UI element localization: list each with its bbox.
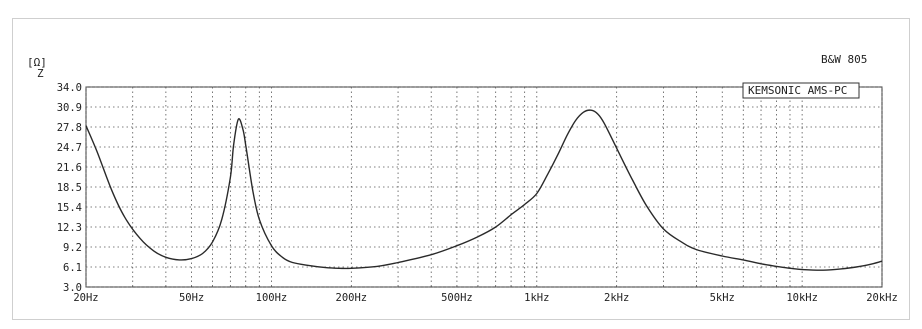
- x-tick-label: 20Hz: [73, 292, 98, 304]
- y-tick-label: 12.3: [57, 222, 82, 234]
- chart-title: B&W 805: [821, 53, 867, 66]
- impedance-curve: [85, 109, 883, 271]
- impedance-chart: 34.0 30.9 27.8 24.7 21.6 18.5 15.4 12.3 9.2 6.1 3.…: [27, 53, 898, 304]
- x-tick-label: 5kHz: [710, 292, 735, 304]
- y-tick-label: 18.5: [57, 182, 82, 194]
- x-tick-label: 500Hz: [441, 292, 473, 304]
- x-tick-label: 20kHz: [866, 292, 898, 304]
- y-tick-label: 27.8: [57, 122, 82, 134]
- y-tick-label: 30.9: [57, 102, 82, 114]
- y-tick-label: 3.0: [63, 282, 82, 294]
- y-tick-label: 9.2: [63, 242, 82, 254]
- y-tick-label: 15.4: [57, 202, 82, 214]
- y-tick-label: 6.1: [63, 262, 82, 274]
- x-tick-label: 1kHz: [524, 292, 549, 304]
- plot-border: [85, 86, 883, 288]
- brand-label: KEMSONIC AMS-PC: [748, 84, 847, 97]
- x-tick-label: 2kHz: [604, 292, 629, 304]
- y-tick-label: 24.7: [57, 142, 82, 154]
- brand-box: [742, 82, 860, 99]
- grid-lines: [85, 86, 883, 288]
- x-tick-label: 200Hz: [336, 292, 368, 304]
- x-tick-label: 50Hz: [179, 292, 204, 304]
- y-axis-label: Z: [37, 67, 44, 80]
- x-tick-label: 10kHz: [786, 292, 818, 304]
- x-tick-labels: 20Hz 50Hz 100Hz 200Hz 500Hz 1kHz 2kHz 5kHz 10kHz…: [73, 292, 897, 304]
- y-tick-label: 21.6: [57, 162, 82, 174]
- y-axis-unit: [Ω]: [27, 56, 47, 69]
- y-tick-label: 34.0: [57, 82, 82, 94]
- y-tick-labels: 34.0 30.9 27.8 24.7 21.6 18.5 15.4 12.3 9.2 6.1 3.…: [57, 82, 82, 294]
- x-tick-label: 100Hz: [256, 292, 288, 304]
- chart-frame: 34.0 30.9 27.8 24.7 21.6 18.5 15.4 12.3 9.2 6.1 3.…: [12, 18, 910, 320]
